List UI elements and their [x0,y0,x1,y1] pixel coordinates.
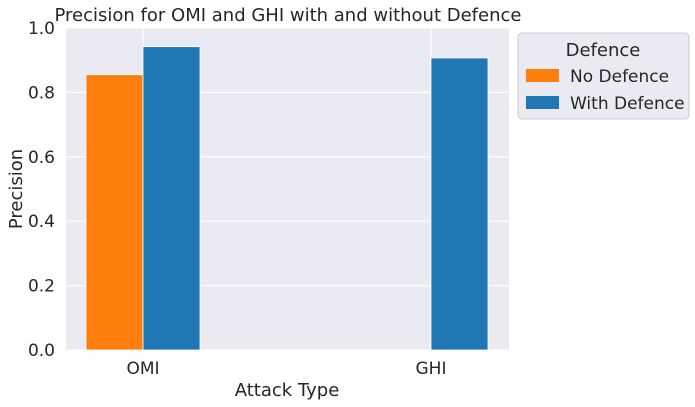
y-tick-label: 0.2 [28,277,55,297]
bar-ghi-with-defence [430,57,489,351]
legend: Defence No Defence With Defence [517,32,690,120]
chart-title: Precision for OMI and GHI with and witho… [55,5,522,26]
y-tick-labels: 0.0 0.2 0.4 0.6 0.8 1.0 [28,19,55,361]
legend-box [517,32,690,120]
y-tick-label: 0.6 [28,148,55,168]
x-tick-labels: OMI GHI [126,359,446,379]
y-tick-label: 0.4 [28,212,55,232]
y-tick-label: 1.0 [28,19,55,39]
legend-swatch [526,96,559,109]
legend-swatch [526,69,559,82]
legend-label: No Defence [570,67,669,87]
legend-items: No Defence With Defence [526,67,685,114]
legend-label: With Defence [570,94,685,114]
x-tick-label: OMI [126,359,159,379]
x-axis-label: Attack Type [235,380,340,401]
y-axis-label: Precision [6,149,27,229]
bar-omi-no-defence [85,74,144,351]
y-tick-label: 0.0 [28,341,55,361]
bar-omi-with-defence [142,46,201,351]
bars [85,46,489,351]
y-tick-label: 0.8 [28,83,55,103]
legend-title: Defence [566,40,641,61]
x-tick-label: GHI [416,359,447,379]
